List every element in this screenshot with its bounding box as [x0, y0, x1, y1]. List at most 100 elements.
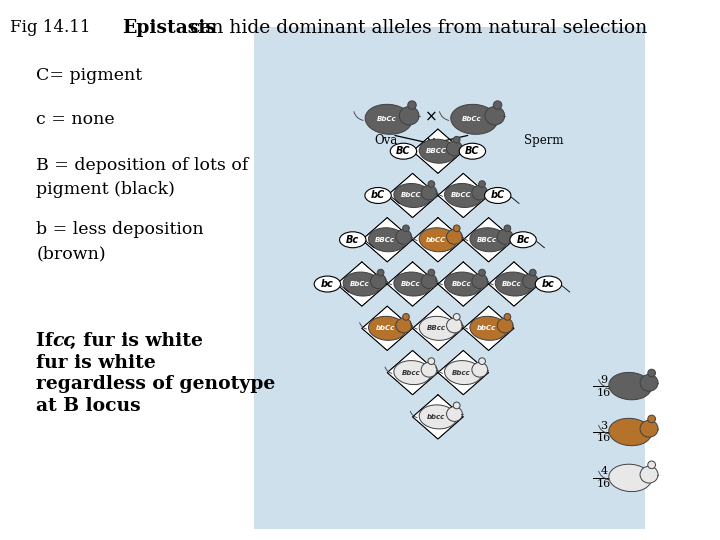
Ellipse shape [402, 225, 410, 232]
Text: BbCc: BbCc [401, 281, 420, 287]
Ellipse shape [498, 318, 513, 333]
Text: Bbcc: Bbcc [452, 369, 471, 376]
Text: Epistasis: Epistasis [122, 19, 216, 37]
Ellipse shape [454, 314, 460, 320]
Ellipse shape [472, 362, 487, 377]
Ellipse shape [495, 272, 533, 296]
Text: , fur is white: , fur is white [71, 332, 203, 350]
Ellipse shape [402, 314, 410, 320]
Ellipse shape [419, 316, 456, 340]
Ellipse shape [446, 230, 462, 244]
Ellipse shape [535, 276, 562, 292]
Ellipse shape [609, 418, 652, 445]
Text: bbCc: bbCc [376, 325, 395, 332]
Text: (brown): (brown) [36, 246, 106, 262]
Polygon shape [463, 218, 514, 262]
Ellipse shape [421, 274, 437, 288]
Polygon shape [463, 306, 514, 350]
Ellipse shape [609, 464, 652, 491]
Text: 4: 4 [600, 467, 608, 476]
Text: BbCc: BbCc [503, 281, 522, 287]
Polygon shape [413, 218, 463, 262]
Ellipse shape [314, 276, 341, 292]
Ellipse shape [529, 269, 536, 276]
Ellipse shape [451, 104, 498, 134]
Text: cc: cc [53, 332, 76, 350]
Ellipse shape [648, 415, 655, 423]
Ellipse shape [396, 230, 412, 244]
Text: Fig 14.11: Fig 14.11 [10, 19, 91, 36]
Ellipse shape [485, 187, 511, 204]
Ellipse shape [648, 461, 655, 469]
Polygon shape [438, 350, 489, 395]
Ellipse shape [371, 274, 386, 288]
Ellipse shape [390, 143, 417, 159]
Ellipse shape [446, 407, 462, 421]
Ellipse shape [446, 141, 462, 156]
Ellipse shape [472, 274, 487, 288]
Polygon shape [438, 262, 489, 306]
Ellipse shape [377, 269, 384, 276]
Text: Bc: Bc [516, 235, 530, 245]
Ellipse shape [504, 225, 510, 232]
Polygon shape [489, 262, 539, 306]
Ellipse shape [470, 228, 508, 252]
Text: C= pigment: C= pigment [36, 68, 143, 84]
Ellipse shape [444, 361, 482, 384]
Ellipse shape [479, 269, 485, 276]
Polygon shape [387, 173, 438, 218]
Polygon shape [336, 262, 387, 306]
Ellipse shape [609, 373, 652, 400]
Polygon shape [387, 350, 438, 395]
Ellipse shape [428, 181, 435, 187]
Text: BC: BC [465, 146, 480, 156]
Ellipse shape [640, 466, 658, 483]
Text: ×: × [425, 109, 438, 124]
Ellipse shape [421, 185, 437, 200]
Ellipse shape [472, 185, 487, 200]
Text: 9: 9 [600, 375, 608, 384]
Text: Ova: Ova [375, 134, 398, 147]
Ellipse shape [470, 316, 508, 340]
Text: 3: 3 [600, 421, 608, 430]
Text: 16: 16 [597, 480, 611, 489]
Text: Bbcc: Bbcc [401, 369, 420, 376]
Ellipse shape [454, 137, 460, 143]
Text: Bc: Bc [346, 235, 359, 245]
Text: 16: 16 [597, 434, 611, 443]
Text: at B locus: at B locus [36, 397, 141, 415]
Ellipse shape [444, 272, 482, 296]
Text: bc: bc [542, 279, 555, 289]
Text: bbCC: bbCC [426, 237, 446, 243]
Text: bbCc: bbCc [477, 325, 496, 332]
Text: BBcc: BBcc [426, 325, 446, 332]
Ellipse shape [428, 269, 435, 276]
Ellipse shape [419, 405, 456, 429]
Text: BbCc: BbCc [462, 116, 482, 123]
Ellipse shape [493, 101, 502, 109]
Ellipse shape [640, 374, 658, 392]
Text: fur is white: fur is white [36, 354, 156, 372]
Text: BBCc: BBCc [375, 237, 395, 243]
Ellipse shape [648, 369, 655, 377]
Text: b = less deposition: b = less deposition [36, 221, 204, 238]
Polygon shape [413, 395, 463, 439]
Ellipse shape [369, 228, 406, 252]
Text: BC: BC [396, 146, 410, 156]
Text: regardless of genotype: regardless of genotype [36, 375, 276, 393]
Ellipse shape [365, 104, 412, 134]
Ellipse shape [421, 362, 437, 377]
Ellipse shape [479, 358, 485, 365]
Ellipse shape [504, 314, 510, 320]
Ellipse shape [340, 232, 366, 248]
Ellipse shape [394, 184, 431, 207]
Ellipse shape [394, 272, 431, 296]
Ellipse shape [408, 101, 416, 109]
Ellipse shape [459, 143, 485, 159]
Ellipse shape [454, 402, 460, 409]
Text: bC: bC [490, 191, 505, 200]
Ellipse shape [446, 318, 462, 333]
Text: BbCc: BbCc [451, 281, 471, 287]
Text: BbCc: BbCc [377, 116, 396, 123]
Ellipse shape [343, 272, 381, 296]
